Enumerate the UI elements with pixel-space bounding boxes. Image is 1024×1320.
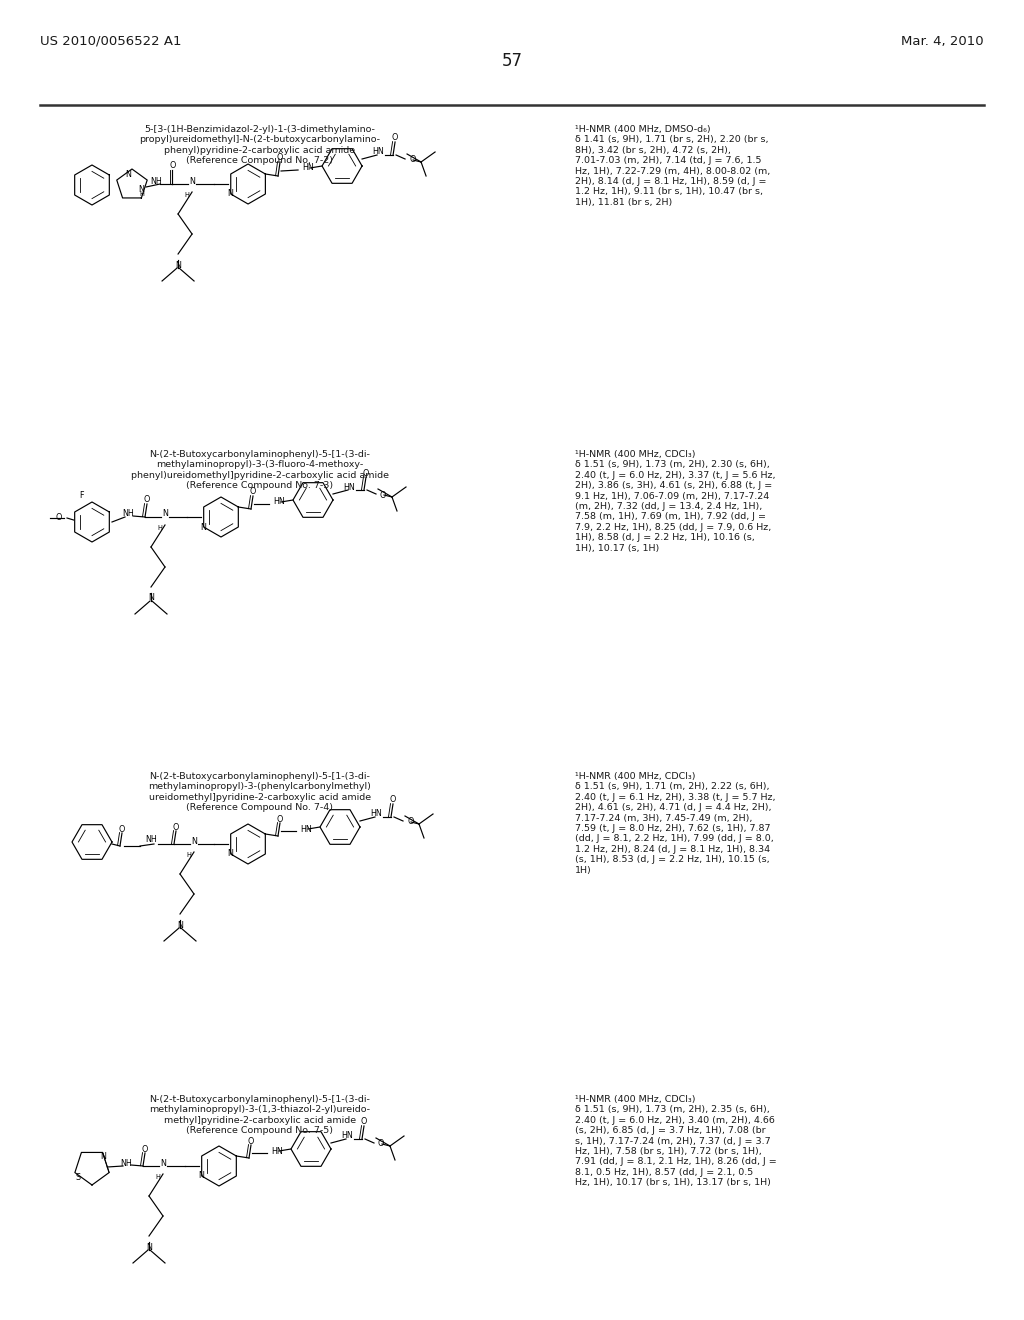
Text: ¹H-NMR (400 MHz, CDCl₃)
δ 1.51 (s, 9H), 1.73 (m, 2H), 2.30 (s, 6H),
2.40 (t, J =: ¹H-NMR (400 MHz, CDCl₃) δ 1.51 (s, 9H), …: [575, 450, 775, 553]
Text: ¹H-NMR (400 MHz, DMSO-d₆)
δ 1.41 (s, 9H), 1.71 (br s, 2H), 2.20 (br s,
8H), 3.42: ¹H-NMR (400 MHz, DMSO-d₆) δ 1.41 (s, 9H)…: [575, 125, 770, 207]
Text: N: N: [198, 1172, 204, 1180]
Text: N: N: [160, 1159, 166, 1167]
Text: NH: NH: [151, 177, 162, 186]
Text: O: O: [390, 796, 396, 804]
Text: HN: HN: [343, 483, 354, 491]
Text: S: S: [75, 1173, 80, 1183]
Text: HN: HN: [302, 164, 313, 173]
Text: N: N: [162, 510, 168, 519]
Text: N: N: [191, 837, 197, 846]
Text: H: H: [155, 1173, 160, 1180]
Text: N: N: [100, 1151, 105, 1160]
Text: O: O: [378, 1139, 384, 1148]
Text: HN: HN: [271, 1147, 283, 1155]
Text: HN: HN: [372, 148, 384, 157]
Text: N: N: [177, 920, 183, 929]
Text: 57: 57: [502, 51, 522, 70]
Text: US 2010/0056522 A1: US 2010/0056522 A1: [40, 36, 181, 48]
Text: O: O: [143, 495, 151, 504]
Text: O: O: [250, 487, 256, 496]
Text: HN: HN: [370, 809, 382, 818]
Text: N: N: [227, 850, 232, 858]
Text: HN: HN: [300, 825, 311, 833]
Text: N: N: [189, 177, 195, 186]
Text: H: H: [186, 851, 191, 858]
Text: N: N: [146, 1242, 152, 1251]
Text: O: O: [55, 512, 62, 521]
Text: O: O: [276, 153, 284, 162]
Text: N: N: [200, 523, 206, 532]
Text: HN: HN: [273, 498, 285, 507]
Text: O: O: [170, 161, 176, 170]
Text: N-(2-t-Butoxycarbonylaminophenyl)-5-[1-(3-di-
methylaminopropyl)-3-(3-fluoro-4-m: N-(2-t-Butoxycarbonylaminophenyl)-5-[1-(…: [131, 450, 389, 490]
Text: O: O: [173, 822, 179, 832]
Text: O: O: [360, 1118, 368, 1126]
Text: N-(2-t-Butoxycarbonylaminophenyl)-5-[1-(3-di-
methylaminopropyl)-3-(phenylcarbon: N-(2-t-Butoxycarbonylaminophenyl)-5-[1-(…: [148, 772, 372, 812]
Text: F: F: [80, 491, 84, 500]
Text: 5-[3-(1H-Benzimidazol-2-yl)-1-(3-dimethylamino-
propyl)ureidomethyl]-N-(2-t-buto: 5-[3-(1H-Benzimidazol-2-yl)-1-(3-dimethy…: [139, 125, 381, 165]
Text: ¹H-NMR (400 MHz, CDCl₃)
δ 1.51 (s, 9H), 1.73 (m, 2H), 2.35 (s, 6H),
2.40 (t, J =: ¹H-NMR (400 MHz, CDCl₃) δ 1.51 (s, 9H), …: [575, 1096, 777, 1187]
Text: N: N: [175, 260, 181, 269]
Text: ¹H-NMR (400 MHz, CDCl₃)
δ 1.51 (s, 9H), 1.71 (m, 2H), 2.22 (s, 6H),
2.40 (t, J =: ¹H-NMR (400 MHz, CDCl₃) δ 1.51 (s, 9H), …: [575, 772, 775, 875]
Text: NH: NH: [122, 510, 134, 519]
Text: N: N: [227, 190, 233, 198]
Text: Mar. 4, 2010: Mar. 4, 2010: [901, 36, 984, 48]
Text: O: O: [276, 814, 284, 824]
Text: O: O: [119, 825, 125, 833]
Text: N: N: [138, 185, 144, 194]
Text: O: O: [380, 491, 386, 499]
Text: O: O: [392, 133, 398, 143]
Text: O: O: [141, 1144, 148, 1154]
Text: NH: NH: [145, 836, 157, 845]
Text: N: N: [125, 170, 131, 180]
Text: O: O: [248, 1137, 254, 1146]
Text: NH: NH: [120, 1159, 132, 1167]
Text: O: O: [409, 156, 416, 165]
Text: O: O: [362, 469, 370, 478]
Text: N: N: [148, 594, 154, 602]
Text: H: H: [184, 191, 189, 198]
Text: H: H: [157, 525, 162, 531]
Text: HN: HN: [341, 1131, 352, 1140]
Text: O: O: [407, 817, 414, 826]
Text: N-(2-t-Butoxycarbonylaminophenyl)-5-[1-(3-di-
methylaminopropyl)-3-(1,3-thiazol-: N-(2-t-Butoxycarbonylaminophenyl)-5-[1-(…: [150, 1096, 371, 1135]
Text: H: H: [139, 191, 144, 197]
